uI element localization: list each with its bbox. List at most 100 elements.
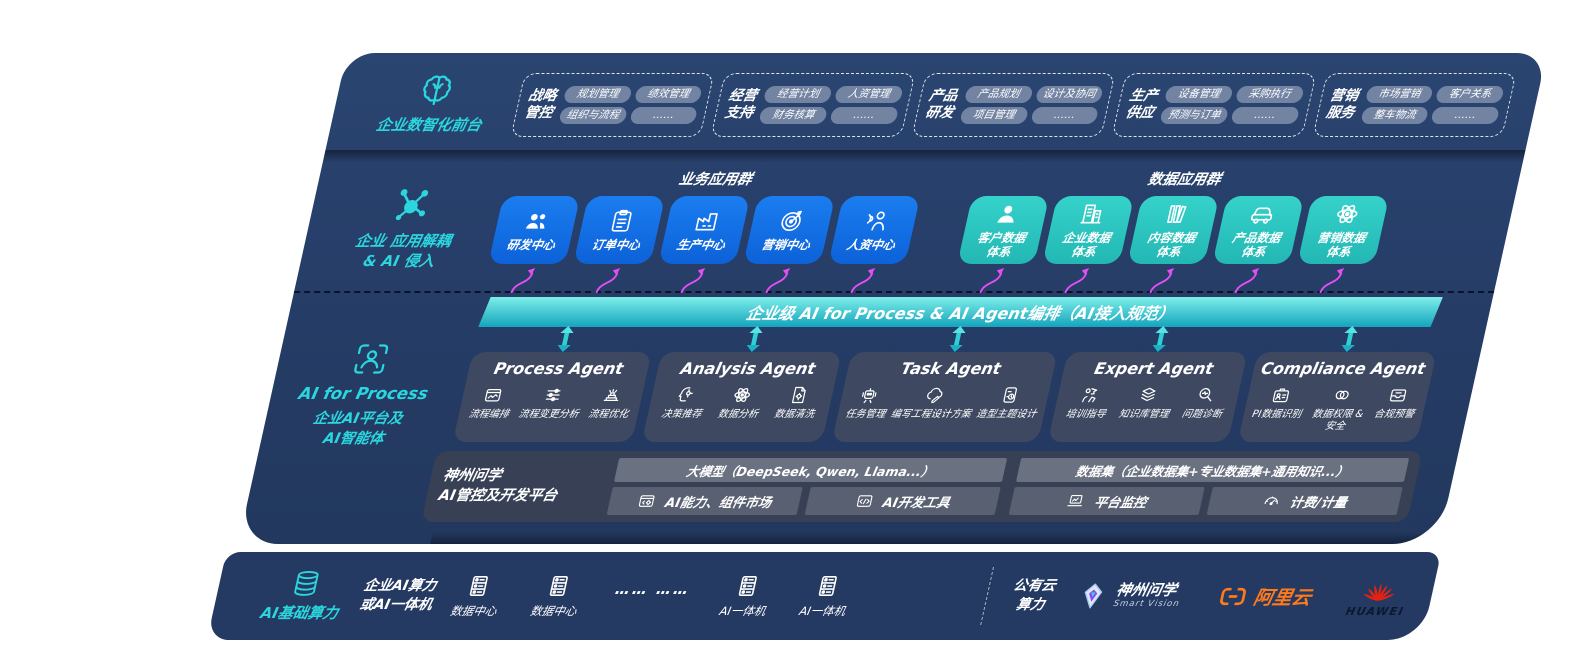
platform-cells: 平台监控 计费/计量 — [1008, 487, 1403, 515]
app-box-wrap: 人资中心 — [822, 196, 921, 293]
app-box-wrap: 产品数据 体系 — [1206, 196, 1305, 293]
module-chip: …… — [1230, 106, 1300, 124]
app-box-label: 内容数据 体系 — [1143, 231, 1197, 260]
module-chip: 产品规划 — [963, 85, 1034, 103]
atom-icon — [734, 387, 751, 403]
molecule-icon — [395, 189, 429, 221]
front-group-name: 生产 供应 — [1124, 88, 1159, 122]
business-app-group: 业务应用群 研发中心 订单中心 生产中心 营销中心 人资中心 — [482, 165, 927, 293]
agent-items: 流程编排 流程变更分析 流程优化 — [462, 385, 639, 421]
agent-capability: 流程编排 — [467, 385, 515, 421]
agent-capability: PI数据识别 — [1251, 385, 1308, 421]
front-group: 生产 供应 设备管理 采购执行 预测与订单…… — [1111, 72, 1317, 137]
vendor-name: 神州问学 — [1114, 581, 1179, 600]
alert-inbox-icon — [1390, 389, 1407, 402]
infra-nodes: 数据中心 数据中心 …… …… AI一体机 AI一体机 — [449, 573, 968, 619]
database-icon — [293, 570, 319, 596]
agent-capability-label: PI数据识别 — [1250, 409, 1303, 420]
app-box-label-line: 人资中心 — [845, 237, 897, 252]
agent-title: Compliance Agent — [1259, 359, 1428, 378]
agent-card: Compliance Agent PI数据识别 数据权限 & 安全 合规预警 — [1237, 326, 1437, 442]
agent-capability: 任务管理 — [844, 385, 892, 421]
front-group-name: 产品 研发 — [924, 88, 959, 122]
business-app-box: 人资中心 — [828, 196, 921, 264]
training-icon — [1081, 388, 1098, 403]
ai-layer-label: AI for Process 企业AI平台及 AI智能体 — [263, 341, 463, 449]
agent-items: PI数据识别 数据权限 & 安全 合规预警 — [1244, 385, 1424, 433]
module-chip: 设备管理 — [1164, 85, 1234, 103]
platform-panel: 神州问学 AI管控及开发平台 大模型（DeepSeek, Qwen, Llama… — [421, 451, 1423, 522]
building-icon — [1079, 204, 1102, 224]
front-group-chips: 经营计划 人资管理 财务核算…… — [758, 85, 904, 124]
front-group: 战略 管控 规划管理 绩效管理 组织与流程…… — [510, 72, 716, 137]
app-box-wrap: 生产中心 — [652, 196, 751, 293]
doc-gear-icon — [791, 386, 806, 404]
infra-node: AI一体机 — [718, 573, 774, 619]
module-chip: 经营计划 — [763, 85, 833, 103]
factory-icon — [694, 212, 718, 231]
module-chip: …… — [629, 106, 699, 124]
app-box-wrap: 订单中心 — [567, 196, 666, 293]
enterprise-compute-label: 企业AI算力 或AI一体机 — [358, 577, 438, 615]
front-group: 经营 支持 经营计划 人资管理 财务核算…… — [710, 72, 916, 137]
business-app-box: 订单中心 — [573, 196, 666, 264]
platform-cell-label: 平台监控 — [1092, 495, 1148, 511]
platform-cell: 计费/计量 — [1206, 487, 1403, 515]
business-app-box: 研发中心 — [488, 196, 581, 264]
module-chip: 设计及协同 — [1034, 85, 1105, 103]
agent-capability-label: 流程编排 — [467, 409, 510, 420]
data-app-boxes: 客户数据 体系 企业数据 体系 内容数据 体系 产品数据 体系 营销数据 体系 — [951, 196, 1390, 293]
person-icon — [996, 205, 1014, 223]
agent-items: 培训指导 知识库管理 问题诊断 — [1058, 385, 1235, 421]
agent-capability-label: 培训指导 — [1064, 409, 1107, 420]
id-card-icon — [1272, 388, 1289, 403]
app-box-label-line: 生产中心 — [675, 237, 727, 252]
cloud-edit-icon — [927, 387, 943, 404]
mind-gear-icon — [678, 387, 693, 402]
agent-capability-label: 合规预警 — [1372, 409, 1416, 420]
app-box-label: 研发中心 — [505, 238, 556, 253]
teal-double-arrow — [746, 326, 763, 352]
agent-capability: 培训指导 — [1064, 385, 1112, 421]
agent-capability-label: 流程优化 — [587, 409, 630, 420]
front-group-name-line: 生产 — [1127, 87, 1160, 104]
front-group-chips: 规划管理 绩效管理 组织与流程…… — [558, 85, 704, 124]
platform-cells: AI能力、组件市场 AI开发工具 — [606, 487, 1001, 515]
layer-shelf-divider — [322, 150, 1526, 163]
app-box-label-line: 体系 — [1239, 244, 1268, 259]
front-group-name: 战略 管控 — [523, 88, 558, 122]
ai-layer-title: AI for Process — [297, 384, 430, 403]
front-office-groups: 战略 管控 规划管理 绩效管理 组织与流程…… 经营 支持 经营计划 人资管理 财务核算…… 产品研… — [510, 72, 1517, 137]
enterprise-compute-line: 企业AI算力 — [362, 578, 438, 595]
devtools-icon — [856, 495, 873, 507]
ai-layer-subtitle: 企业AI平台及 AI智能体 — [307, 410, 405, 449]
design-icon — [1003, 387, 1018, 403]
gem-icon — [1084, 583, 1102, 609]
platform-cell-label: AI开发工具 — [881, 495, 952, 511]
agent-capability: 知识库管理 — [1117, 385, 1175, 421]
agent-capability-label: 决策推荐 — [660, 409, 703, 420]
agents-row: Process Agent 流程编排 流程变更分析 流程优化 Analysis Agen… — [452, 326, 1442, 442]
server-icon — [470, 575, 489, 597]
platform-label-line: 神州问学 — [441, 467, 504, 484]
agent-capability-label: 数据清洗 — [773, 409, 816, 420]
app-box-label-line: 体系 — [1154, 244, 1183, 259]
front-office-title: 企业数智化前台 — [374, 116, 484, 135]
platform-group-header: 数据集（企业数据集+专业数据集+通用知识...） — [1015, 458, 1410, 482]
module-chip: …… — [1029, 106, 1100, 124]
magenta-flow-arrow — [680, 267, 705, 293]
server-icon — [550, 575, 569, 597]
diagnose-icon — [1199, 388, 1212, 402]
atom-icon — [1336, 204, 1358, 223]
vendor-logos: 神州问学 Smart Vision 阿里云 HUAWEI — [1072, 574, 1412, 618]
platform-cell: 平台监控 — [1008, 487, 1205, 515]
agent-capability-label: 数据分析 — [716, 409, 760, 420]
agent-capability: 合规预警 — [1373, 385, 1421, 421]
app-box-label: 生产中心 — [675, 237, 727, 253]
app-box-label-line: 客户数据 — [975, 230, 1028, 245]
platform-model-group: 大模型（DeepSeek, Qwen, Llama...） AI能力、组件市场 AI… — [606, 458, 1008, 515]
module-chip: 组织与流程 — [558, 106, 628, 124]
server-icon — [739, 575, 758, 597]
module-chip: 财务核算 — [758, 106, 829, 124]
